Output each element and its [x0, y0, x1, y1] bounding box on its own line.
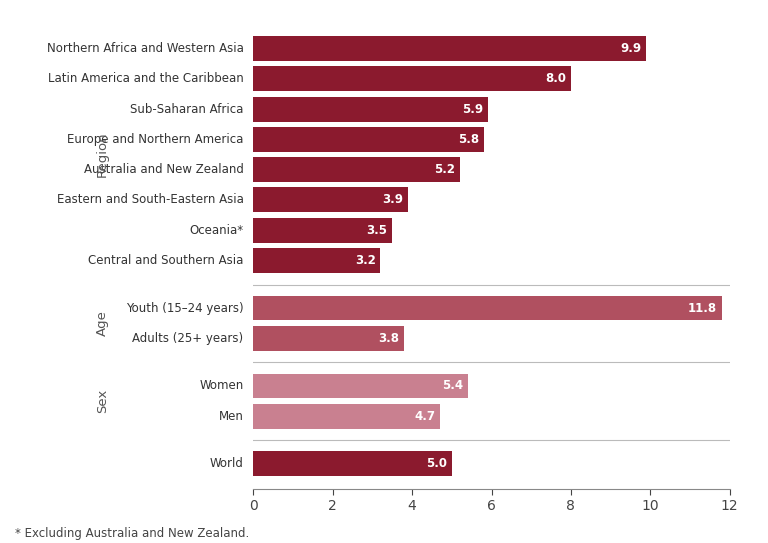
Text: 3.9: 3.9	[382, 193, 403, 206]
Text: Northern Africa and Western Asia: Northern Africa and Western Asia	[47, 42, 243, 55]
Bar	[253, 66, 571, 91]
Bar	[253, 248, 380, 273]
Bar	[253, 451, 452, 476]
Bar	[253, 326, 404, 351]
Text: 5.9: 5.9	[462, 103, 483, 116]
Text: 3.2: 3.2	[355, 254, 376, 267]
Text: Men: Men	[219, 410, 243, 422]
Text: Oceania*: Oceania*	[190, 224, 243, 237]
Text: Europe and Northern America: Europe and Northern America	[67, 133, 243, 146]
Text: 9.9: 9.9	[621, 42, 641, 55]
Text: Sub-Saharan Africa: Sub-Saharan Africa	[130, 103, 243, 116]
Text: 5.8: 5.8	[458, 133, 478, 146]
Text: Latin America and the Caribbean: Latin America and the Caribbean	[48, 72, 243, 85]
Bar	[253, 127, 484, 152]
Text: 5.4: 5.4	[442, 380, 463, 393]
Text: Age: Age	[96, 310, 109, 336]
Text: Region: Region	[96, 132, 109, 178]
Bar	[253, 97, 488, 122]
Text: 8.0: 8.0	[545, 72, 566, 85]
Text: Youth (15–24 years): Youth (15–24 years)	[126, 301, 243, 314]
Bar	[253, 404, 440, 428]
Text: 3.5: 3.5	[366, 224, 388, 237]
Text: World: World	[210, 457, 243, 470]
Text: 11.8: 11.8	[688, 301, 717, 314]
Text: Central and Southern Asia: Central and Southern Asia	[88, 254, 243, 267]
Text: * Excluding Australia and New Zealand.: * Excluding Australia and New Zealand.	[15, 527, 250, 540]
Text: Adults (25+ years): Adults (25+ years)	[132, 332, 243, 345]
Text: 5.0: 5.0	[426, 457, 447, 470]
Text: Australia and New Zealand: Australia and New Zealand	[84, 163, 243, 176]
Bar	[253, 36, 646, 61]
Bar	[253, 187, 409, 212]
Text: Sex: Sex	[96, 389, 109, 413]
Text: 5.2: 5.2	[434, 163, 455, 176]
Text: Eastern and South-Eastern Asia: Eastern and South-Eastern Asia	[57, 193, 243, 206]
Bar	[253, 295, 722, 320]
Text: 3.8: 3.8	[379, 332, 399, 345]
Text: 4.7: 4.7	[414, 410, 435, 422]
Bar	[253, 157, 460, 182]
Text: Women: Women	[199, 380, 243, 393]
Bar	[253, 374, 468, 399]
Bar	[253, 218, 392, 243]
